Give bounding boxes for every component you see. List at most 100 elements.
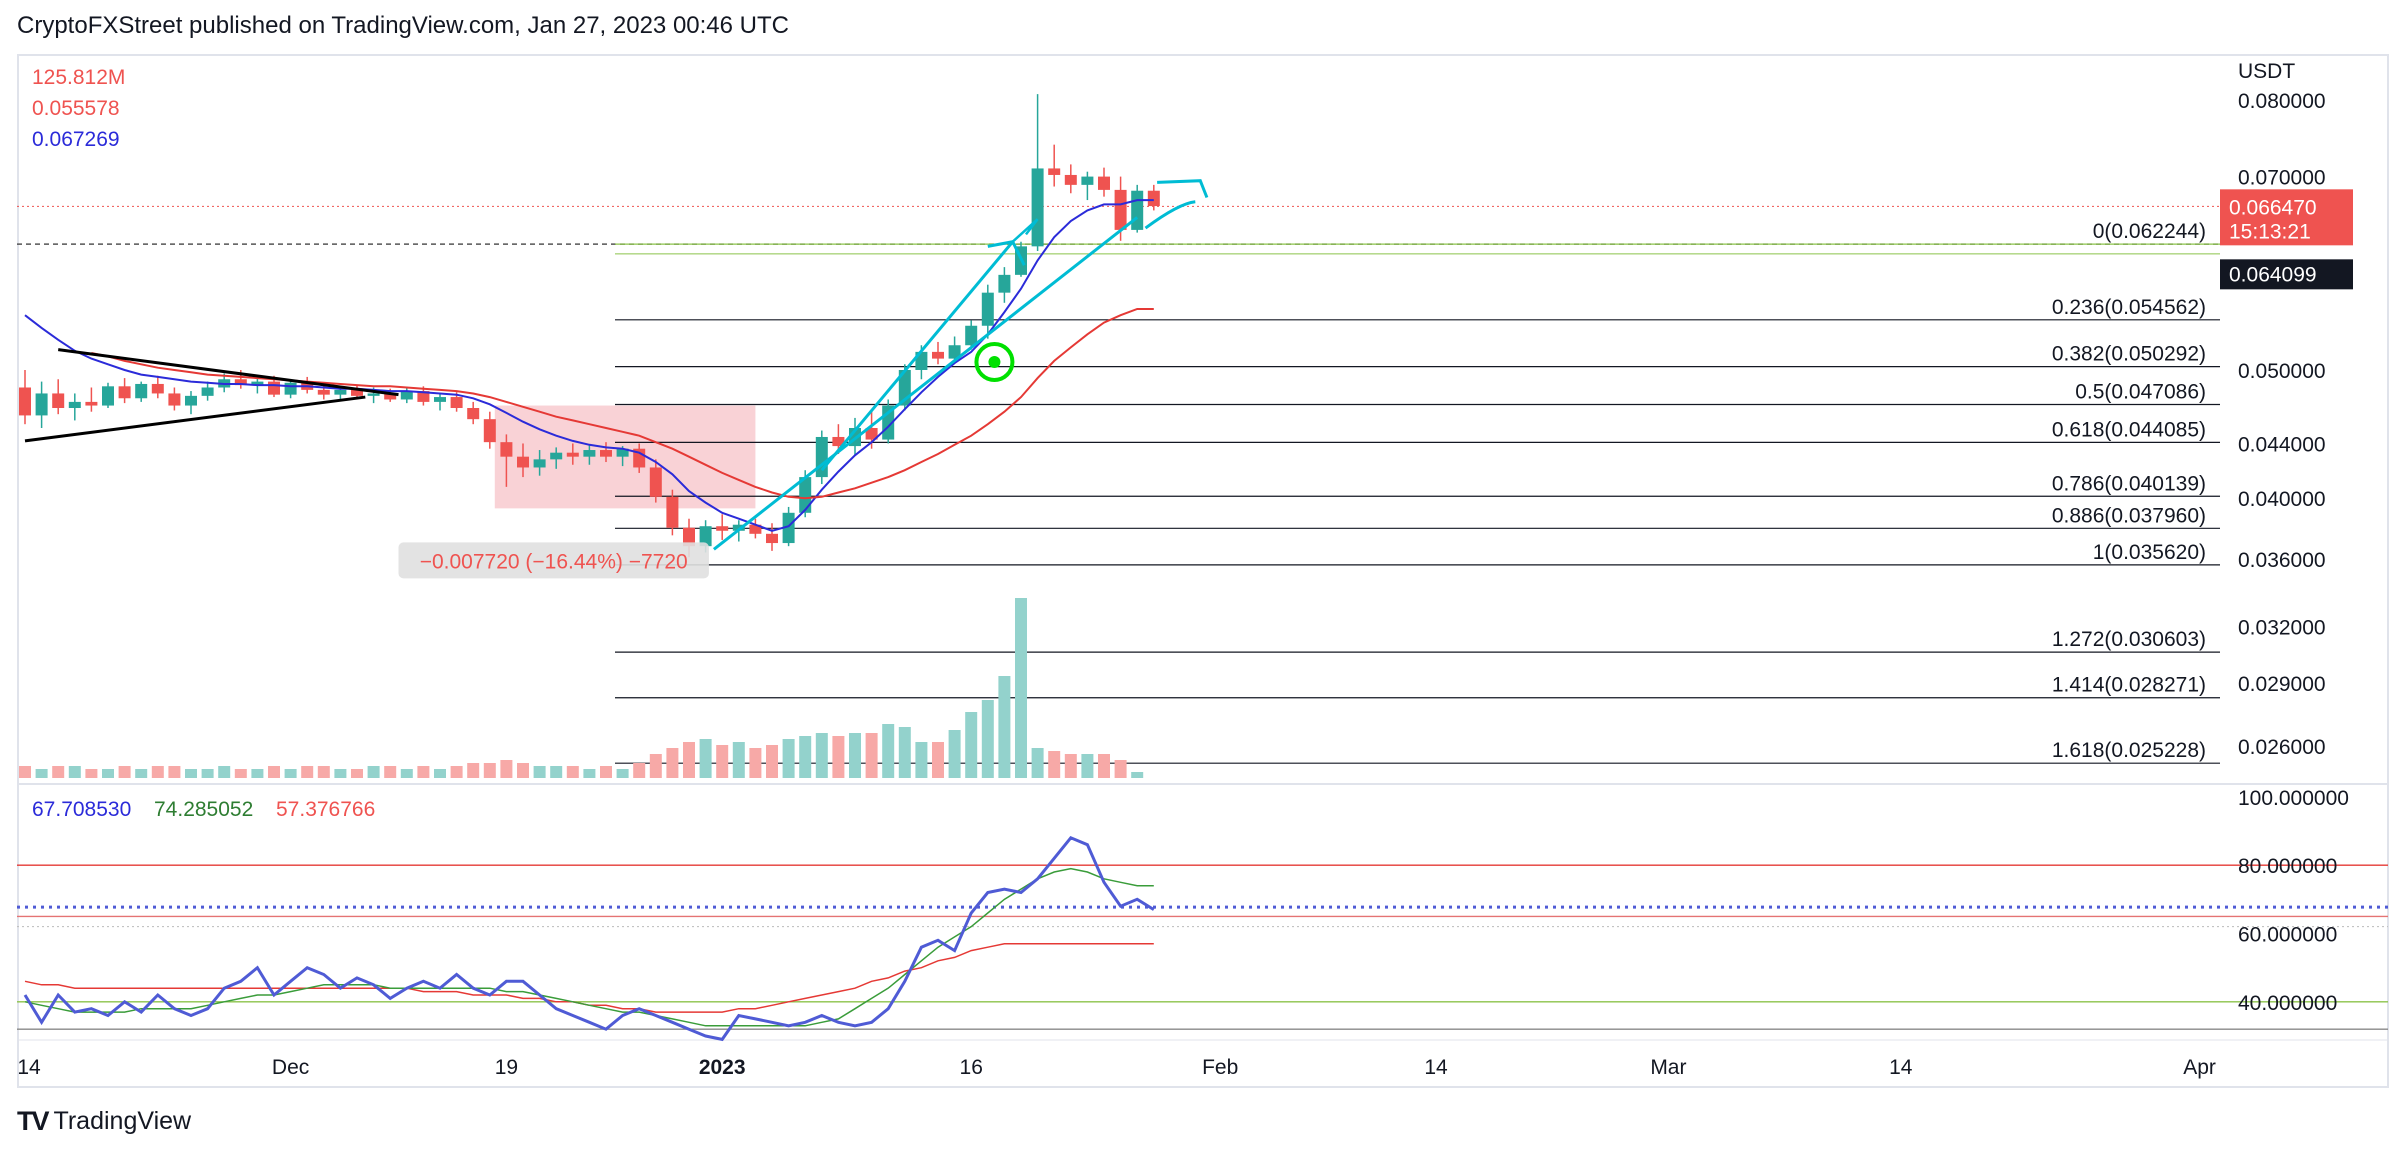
footer: TV TradingView — [17, 1106, 191, 1137]
candle-body — [981, 292, 994, 326]
candle-body — [35, 393, 48, 416]
candle-body — [317, 389, 330, 395]
volume-bar — [716, 745, 729, 778]
candle-body — [1131, 190, 1144, 230]
grid-layer — [17, 205, 2389, 1041]
candle-body — [782, 512, 795, 544]
volume-bar — [234, 769, 247, 778]
currency-label: USDT — [2238, 60, 2295, 83]
price-tick-label: 0.036000 — [2238, 549, 2326, 572]
rsi-legend-value: 57.376766 — [276, 798, 375, 821]
candle-body — [284, 382, 297, 395]
price-tick-label: 0.044000 — [2238, 433, 2326, 456]
volume-bar — [1098, 754, 1110, 778]
candle-body — [600, 450, 612, 457]
volume-bar — [334, 769, 347, 778]
volume-bar — [400, 769, 413, 778]
trend-arrow-line — [820, 240, 1014, 472]
volume-bar — [151, 766, 164, 778]
volume-bar — [102, 769, 114, 778]
price-tick-label: 0.050000 — [2238, 360, 2326, 383]
volume-bar — [351, 769, 363, 778]
candle-body — [500, 442, 513, 457]
volume-bar — [915, 742, 928, 778]
volume-bar — [815, 733, 828, 778]
volume-bar — [832, 736, 845, 778]
candle-body — [732, 524, 745, 531]
volume-bar — [533, 766, 546, 778]
volume-bar — [201, 769, 214, 778]
time-tick-label: Apr — [2183, 1056, 2216, 1079]
candle-body — [766, 533, 778, 544]
volume-bar — [782, 739, 795, 778]
candle-body — [450, 397, 463, 409]
candle-body — [1081, 176, 1094, 185]
candle-body — [68, 401, 81, 409]
tradingview-brand[interactable]: TradingView — [53, 1107, 192, 1135]
volume-bar — [317, 766, 330, 778]
current-price-label: 0.066470 — [2229, 196, 2317, 219]
volume-bar — [19, 766, 31, 778]
text-layer: 0(0.062244) 0.236(0.054562) 0.382(0.050292… — [17, 60, 2349, 1079]
time-tick-label: 2023 — [699, 1056, 746, 1079]
candle-body — [865, 427, 878, 440]
fib-level-label: 1.272(0.030603) — [2052, 628, 2206, 651]
candle-body — [168, 393, 181, 406]
zones-layer — [494, 405, 756, 509]
candle-body — [234, 379, 247, 386]
candle-body — [334, 389, 347, 395]
candle-body — [998, 274, 1011, 293]
candle-body — [1114, 189, 1127, 230]
volume-bar — [566, 766, 579, 778]
candle-body — [1048, 168, 1061, 175]
volume-bar — [268, 766, 280, 778]
candle-body — [566, 452, 579, 457]
measure-zone — [494, 405, 756, 509]
candle-body — [815, 436, 828, 478]
rsi-tick-label: 40.000000 — [2238, 992, 2337, 1015]
candle-body — [965, 325, 978, 346]
candle-body — [400, 391, 413, 400]
price-tick-label: 0.026000 — [2238, 736, 2326, 759]
volume-bar — [434, 769, 446, 778]
volume-bar — [68, 766, 81, 778]
candle-body — [19, 387, 31, 416]
volume-bar — [384, 766, 397, 778]
volume-bar — [284, 769, 297, 778]
volume-bar — [450, 766, 463, 778]
triangle-lower-line — [24, 395, 366, 443]
volume-bar — [882, 724, 895, 778]
countdown-label: 15:13:21 — [2229, 220, 2311, 243]
time-tick-label: 16 — [960, 1056, 983, 1079]
projection-arrow-line — [1144, 200, 1196, 230]
tradingview-logo-icon[interactable]: TV — [17, 1106, 49, 1136]
candle-body — [483, 419, 496, 443]
candle-body — [683, 527, 695, 547]
axes-layer — [2220, 189, 2353, 290]
publish-header: CryptoFXStreet published on TradingView.… — [17, 12, 789, 39]
volume-bar — [965, 712, 978, 778]
fib-level-label: 0.886(0.037960) — [2052, 504, 2206, 527]
volume-bar — [118, 766, 131, 778]
time-tick-label: Mar — [1650, 1056, 1686, 1079]
time-tick-label: 14 — [1424, 1056, 1448, 1079]
legend-value: 0.055578 — [32, 97, 120, 120]
volume-bar — [251, 769, 264, 778]
candle-body — [832, 436, 845, 447]
trend-line — [712, 216, 1139, 551]
highlight-dot-icon — [988, 355, 1001, 368]
volume-bar — [1081, 754, 1094, 778]
volume-bar — [766, 745, 778, 778]
legend-value: 125.812M — [32, 66, 125, 89]
volume-bar — [500, 760, 513, 778]
candle-body — [434, 397, 446, 402]
volume-bar — [1114, 760, 1127, 778]
volume-bar — [550, 766, 563, 778]
candle-body — [1147, 190, 1160, 207]
volume-layer — [19, 598, 1144, 778]
candle-body — [135, 383, 148, 399]
highlight-circle-icon — [974, 341, 1015, 382]
price-tick-label: 0.080000 — [2238, 90, 2326, 113]
time-tick-label: 14 — [1889, 1056, 1913, 1079]
